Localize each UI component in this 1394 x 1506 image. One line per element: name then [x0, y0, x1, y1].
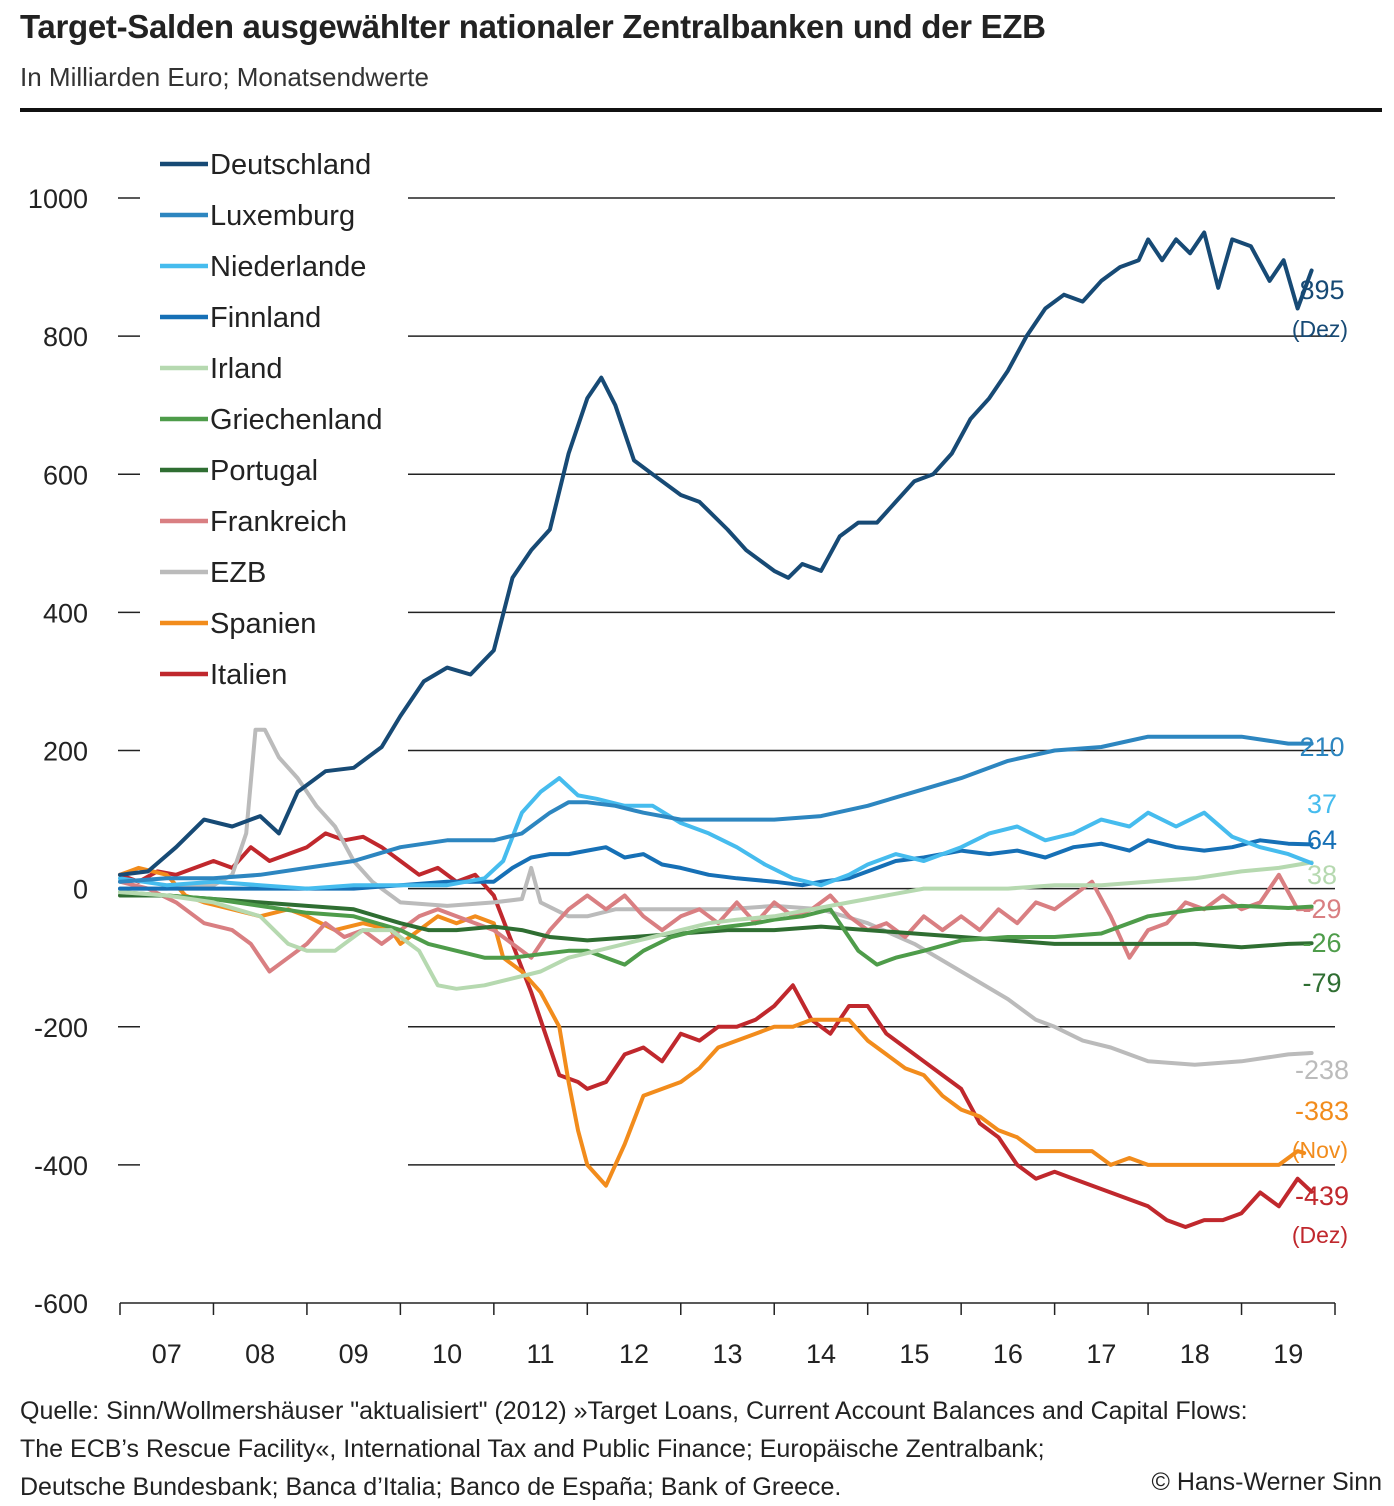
source-line-1: Quelle: Sinn/Wollmershäuser "aktualisier…	[20, 1397, 1248, 1425]
series-line-ezb	[118, 727, 1314, 1067]
legend-label: Niederlande	[210, 251, 366, 283]
y-tick-label: 400	[43, 598, 88, 628]
line-chart: 1000 800 600 400 200 0 -200 -400 -600 07 08 09 10 11 1…	[28, 149, 1349, 1369]
x-tick-label: 11	[527, 1339, 555, 1369]
series-line-deutschland	[118, 230, 1314, 877]
y-tick-label: 200	[43, 737, 88, 767]
x-tick-label: 07	[152, 1339, 182, 1369]
series-line-italien	[118, 831, 1314, 1229]
y-tick-label: 0	[73, 875, 88, 905]
series-line-luxemburg	[118, 734, 1314, 884]
x-tick-label: 15	[899, 1339, 929, 1369]
source-line-2: The ECB’s Rescue Facility«, Internationa…	[20, 1435, 1045, 1463]
series-line-niederlande	[118, 776, 1314, 891]
end-value-label: -29	[1302, 894, 1341, 924]
legend-label: Italien	[210, 659, 287, 691]
x-tick-label: 09	[339, 1339, 369, 1369]
end-value-label: 210	[1299, 732, 1344, 762]
x-tick-label: 10	[432, 1339, 462, 1369]
y-tick-label: -400	[34, 1151, 88, 1181]
title-divider	[20, 108, 1382, 112]
x-tick-label: 19	[1273, 1339, 1303, 1369]
legend-label: Irland	[210, 353, 283, 385]
x-tick-label: 12	[619, 1339, 649, 1369]
legend-label: Deutschland	[210, 149, 371, 181]
series-line-irland	[118, 860, 1314, 991]
end-value-note: (Nov)	[1292, 1137, 1348, 1163]
x-tick-label: 18	[1180, 1339, 1210, 1369]
end-value-label: 64	[1307, 825, 1337, 855]
x-tick-label: 17	[1086, 1339, 1116, 1369]
end-value-note: (Dez)	[1292, 316, 1348, 342]
x-tick-label: 14	[806, 1339, 836, 1369]
legend-label: EZB	[210, 557, 266, 589]
end-value-label: -79	[1302, 968, 1341, 998]
end-value-label: 38	[1307, 860, 1337, 890]
end-value-label: 37	[1307, 789, 1337, 819]
legend-label: Portugal	[210, 455, 318, 487]
end-value-label: -238	[1295, 1055, 1349, 1085]
x-tick-label: 16	[993, 1339, 1023, 1369]
series-line-finnland	[118, 838, 1314, 891]
y-tick-label: 800	[43, 322, 88, 352]
copyright-credit: © Hans-Werner Sinn	[1151, 1468, 1382, 1496]
end-value-label: -383	[1295, 1096, 1349, 1126]
series-line-spanien	[118, 865, 1307, 1188]
end-value-note: (Dez)	[1292, 1222, 1348, 1248]
source-line-3: Deutsche Bundesbank; Banca d’Italia; Ban…	[20, 1473, 842, 1501]
chart-subtitle: In Milliarden Euro; Monatsendwerte	[20, 62, 429, 92]
y-tick-label: 600	[43, 460, 88, 490]
series-line-griechenland	[118, 890, 1314, 967]
legend-label: Griechenland	[210, 404, 383, 436]
x-tick-label: 13	[712, 1339, 742, 1369]
end-value-label: -26	[1302, 928, 1341, 958]
source-note: Quelle: Sinn/Wollmershäuser "aktualisier…	[20, 1392, 1320, 1506]
y-tick-label: 1000	[28, 184, 88, 214]
x-tick-label: 08	[245, 1339, 275, 1369]
legend-label: Finnland	[210, 302, 321, 334]
legend-label: Frankreich	[210, 506, 347, 538]
end-value-label: -439	[1295, 1181, 1349, 1211]
end-value-label: 895	[1299, 275, 1344, 305]
y-tick-label: -200	[34, 1013, 88, 1043]
legend-label: Spanien	[210, 608, 316, 640]
y-tick-label: -600	[34, 1289, 88, 1319]
legend-label: Luxemburg	[210, 200, 355, 232]
chart-title: Target-Salden ausgewählter nationaler Ze…	[20, 8, 1046, 45]
